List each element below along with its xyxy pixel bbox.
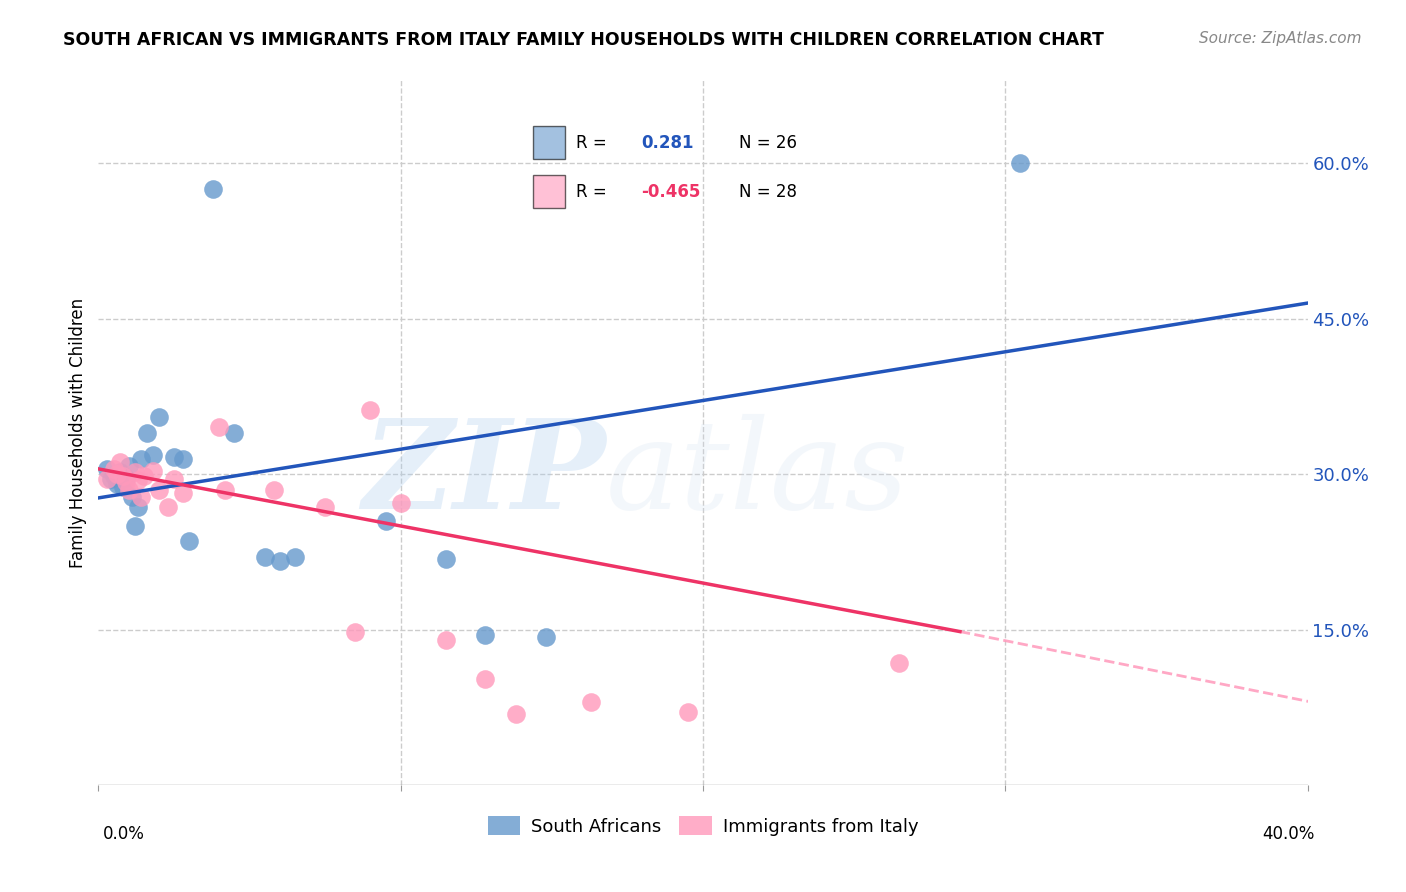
Point	[284, 549, 307, 564]
Point	[142, 464, 165, 478]
Point	[100, 472, 122, 486]
Point	[344, 624, 367, 639]
Point	[224, 425, 246, 440]
Point	[269, 554, 291, 568]
Point	[889, 656, 911, 670]
Point	[142, 449, 165, 463]
Point	[474, 673, 496, 687]
Point	[434, 632, 457, 647]
Point	[374, 514, 396, 528]
Text: ZIP: ZIP	[363, 414, 606, 536]
Point	[105, 467, 128, 481]
Point	[263, 483, 285, 497]
Point	[105, 477, 128, 491]
Text: atlas: atlas	[606, 414, 910, 536]
Point	[389, 496, 412, 510]
Point	[132, 469, 155, 483]
Point	[111, 479, 134, 493]
Point	[434, 552, 457, 566]
Point	[314, 500, 336, 515]
Point	[179, 534, 201, 549]
Point	[360, 402, 382, 417]
Point	[127, 473, 149, 487]
Point	[1010, 156, 1032, 170]
Point	[114, 475, 136, 490]
Point	[135, 425, 157, 440]
Point	[474, 628, 496, 642]
Point	[129, 490, 152, 504]
Point	[148, 410, 170, 425]
Text: 40.0%: 40.0%	[1263, 825, 1315, 843]
Point	[172, 451, 194, 466]
Point	[124, 465, 146, 479]
Text: SOUTH AFRICAN VS IMMIGRANTS FROM ITALY FAMILY HOUSEHOLDS WITH CHILDREN CORRELATI: SOUTH AFRICAN VS IMMIGRANTS FROM ITALY F…	[63, 31, 1104, 49]
Point	[208, 420, 231, 434]
Point	[253, 549, 276, 564]
Text: 0.0%: 0.0%	[103, 825, 145, 843]
Point	[114, 471, 136, 485]
Point	[118, 483, 141, 497]
Point	[148, 483, 170, 497]
Text: Source: ZipAtlas.com: Source: ZipAtlas.com	[1198, 31, 1361, 46]
Legend: South Africans, Immigrants from Italy: South Africans, Immigrants from Italy	[481, 809, 925, 843]
Y-axis label: Family Households with Children: Family Households with Children	[69, 298, 87, 567]
Point	[96, 472, 118, 486]
Point	[129, 451, 152, 466]
Point	[108, 455, 131, 469]
Point	[163, 472, 186, 486]
Point	[121, 490, 143, 504]
Point	[172, 485, 194, 500]
Point	[124, 519, 146, 533]
Point	[111, 469, 134, 483]
Point	[127, 500, 149, 515]
Point	[108, 465, 131, 479]
Point	[156, 500, 179, 515]
Point	[103, 462, 125, 476]
Point	[202, 182, 225, 196]
Point	[163, 450, 186, 465]
Point	[579, 695, 602, 709]
Point	[676, 706, 699, 720]
Point	[118, 458, 141, 473]
Point	[534, 630, 557, 644]
Point	[214, 483, 236, 497]
Point	[505, 707, 527, 722]
Point	[103, 469, 125, 483]
Point	[96, 462, 118, 476]
